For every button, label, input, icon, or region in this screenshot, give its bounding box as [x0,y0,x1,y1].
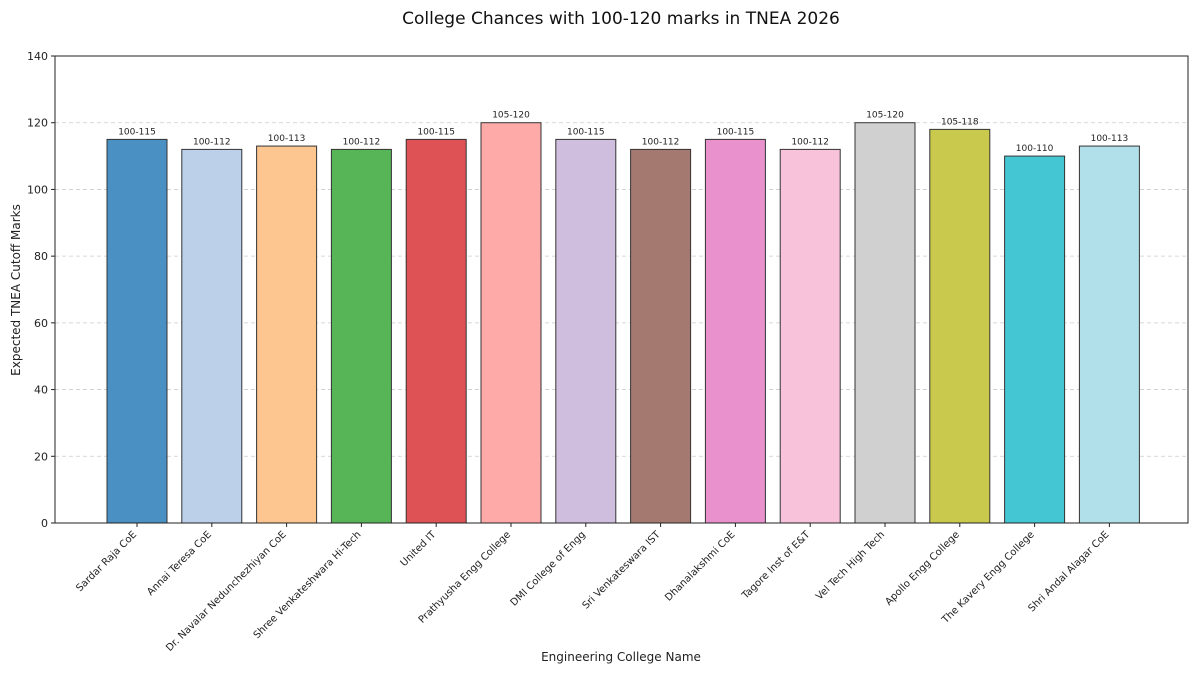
y-tick-label: 20 [34,450,48,463]
y-tick-label: 100 [27,183,48,196]
y-axis-ticks: 0 20 40 60 80 100 120 140 [27,50,55,530]
bar-data-label: 105-120 [866,111,904,121]
plot-frame [54,55,1189,524]
x-tick-label: Sardar Raja CoE [74,529,139,594]
y-tick-label: 120 [27,117,48,130]
chart-title: College Chances with 100-120 marks in TN… [402,9,840,29]
bar-data-label: 100-112 [193,137,231,147]
bar-data-label: 100-110 [1016,144,1054,154]
bar [779,148,841,524]
x-axis-title: Engineering College Name [541,650,701,664]
bar [330,148,392,524]
bar [1004,155,1066,524]
bar-data-label: 100-115 [567,127,605,137]
bar [256,145,318,524]
x-tick-label: Vel Tech High Tech [814,529,887,602]
bar-data-label: 100-115 [717,127,755,137]
bar [1078,145,1140,524]
bar-data-label: 100-113 [268,134,306,144]
bars-group: 100-115 100-112 100-113 100-112 100-115 105-1… [106,111,1140,524]
x-tick-label: Annai Teresa CoE [145,529,214,598]
x-tick-label: Shri Andal Alagar CoE [1026,529,1111,614]
y-tick-label: 0 [41,517,48,530]
bar [480,122,542,524]
y-tick-label: 140 [27,50,48,63]
y-tick-label: 80 [34,250,48,263]
bar [704,138,766,524]
bar-data-label: 105-118 [941,117,979,127]
bar-data-label: 100-112 [642,137,680,147]
bar [555,138,617,524]
bar [405,138,467,524]
x-tick-label: Sri Venkateswara IST [581,529,664,612]
y-axis-title: Expected TNEA Cutoff Marks [9,204,23,376]
bar [106,138,168,524]
y-tick-label: 60 [34,317,48,330]
bar-data-label: 100-112 [343,137,381,147]
x-tick-label: Apollo Engg College [883,529,961,607]
bar [929,128,991,524]
bar-data-label: 100-115 [417,127,455,137]
bar-data-label: 100-115 [118,127,156,137]
bar-data-label: 100-112 [791,137,829,147]
bar [181,148,243,524]
x-tick-label: Dhanalakshmi CoE [663,529,737,603]
x-tick-label: Tagore Inst of E&T [740,529,813,602]
x-tick-label: DMI College of Engg [509,529,588,608]
bar-data-label: 100-113 [1091,134,1129,144]
bar [630,148,692,524]
x-tick-label: United IT [399,529,439,569]
x-tick-label: Dr. Navalar Nedunchezhiyan CoE [164,529,289,654]
bar [854,122,916,524]
y-tick-label: 40 [34,384,48,397]
bar-data-label: 105-120 [492,111,530,121]
